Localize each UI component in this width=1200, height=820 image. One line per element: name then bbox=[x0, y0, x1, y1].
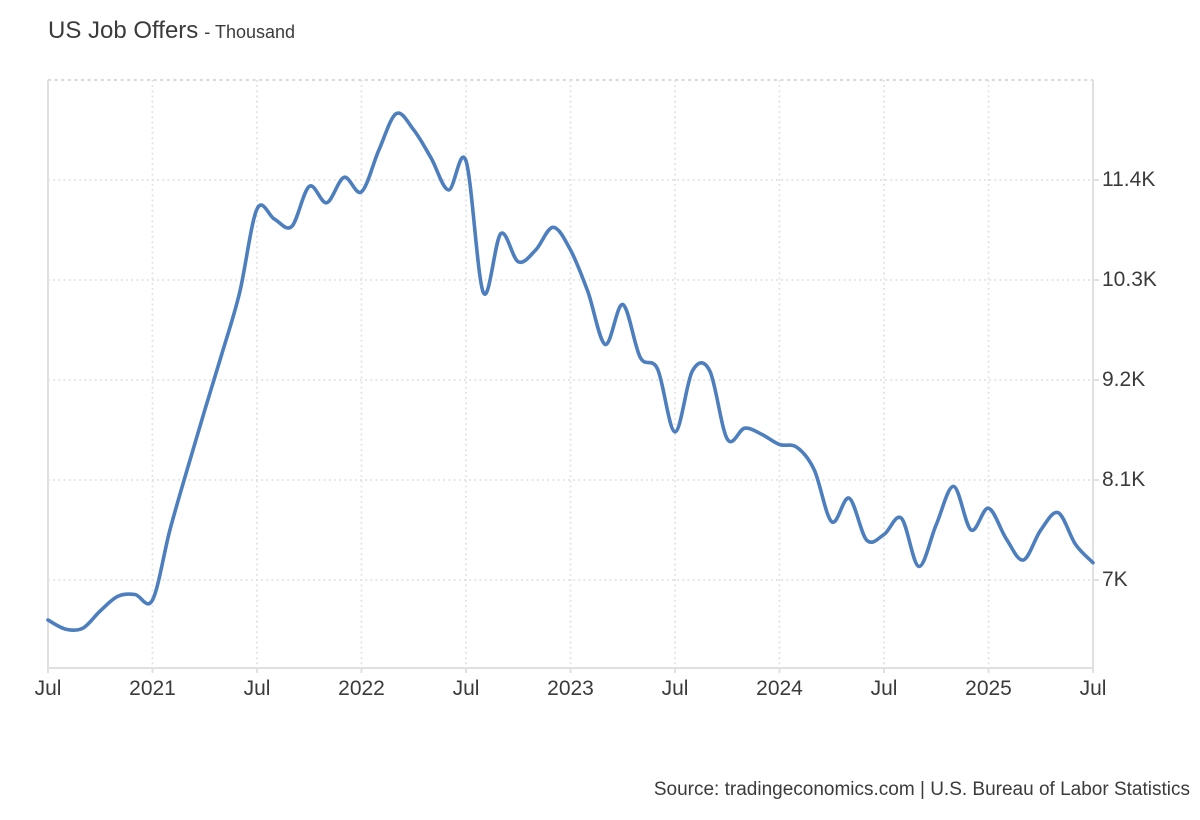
source-attribution: Source: tradingeconomics.com | U.S. Bure… bbox=[653, 779, 1190, 800]
x-axis-label: Jul bbox=[1079, 677, 1107, 700]
x-axis-label: Jul bbox=[661, 677, 689, 700]
y-axis-label: 8.1K bbox=[1102, 468, 1146, 491]
x-axis-label: Jul bbox=[452, 677, 480, 700]
chart-title: US Job Offers bbox=[48, 17, 199, 44]
x-axis-label: 2024 bbox=[756, 677, 803, 700]
x-axis-label: Jul bbox=[870, 677, 898, 700]
y-axis-label: 9.2K bbox=[1102, 368, 1146, 391]
y-axis-label: 10.3K bbox=[1102, 268, 1157, 291]
x-axis-label: 2025 bbox=[965, 677, 1012, 700]
x-axis-label: 2022 bbox=[338, 677, 385, 700]
x-axis-label: Jul bbox=[243, 677, 271, 700]
y-axis-label: 11.4K bbox=[1102, 168, 1156, 191]
series-line-us-job-offers[interactable] bbox=[46, 111, 1095, 633]
x-axis-label: 2023 bbox=[547, 677, 594, 700]
x-axis-label: Jul bbox=[34, 677, 62, 700]
x-axis-label: 2021 bbox=[129, 677, 176, 700]
y-axis-label: 7K bbox=[1102, 568, 1128, 591]
chart-header: US Job Offers - Thousand bbox=[48, 17, 295, 48]
chart-subtitle: - Thousand bbox=[204, 22, 296, 42]
